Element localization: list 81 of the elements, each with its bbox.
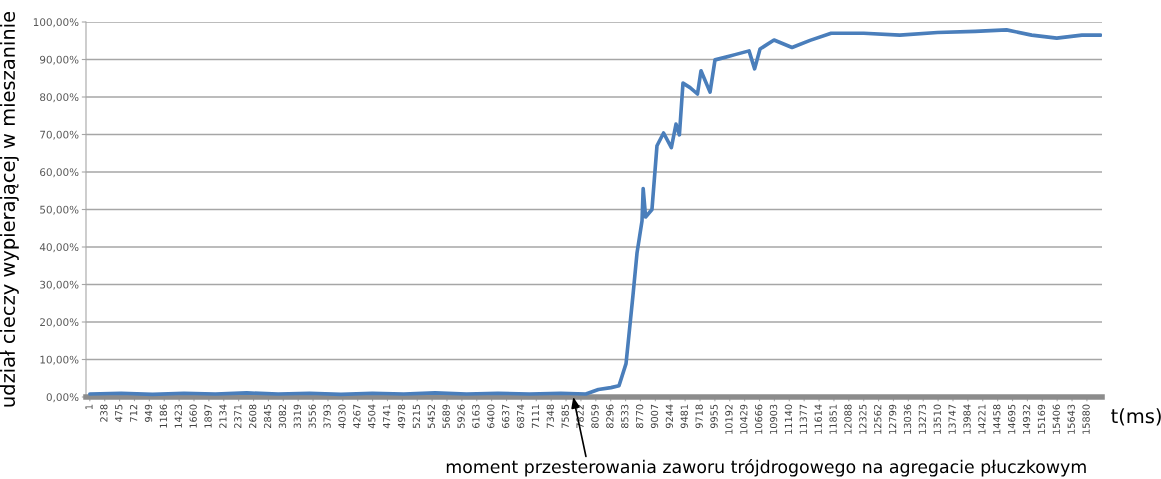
x-tick-label: 5452 (427, 404, 435, 428)
x-tick-label: 1897 (204, 404, 212, 428)
x-tick-label: 9481 (680, 404, 688, 429)
x-tick-label: 4504 (368, 404, 376, 429)
x-tick-label: 9718 (695, 404, 703, 429)
x-tick-label: 6874 (516, 404, 525, 429)
x-tick-label: 6400 (487, 404, 495, 429)
y-tick-label: 80,00% (40, 93, 79, 103)
x-tick-label: 238 (100, 404, 108, 422)
x-tick-label: 4978 (397, 404, 406, 429)
y-tick-label: 0,00% (46, 393, 79, 403)
y-axis-title: udział cieczy wypierającej w mieszaninie (0, 11, 19, 407)
y-tick-label: 60,00% (40, 168, 79, 178)
x-tick-label: 10429 (740, 404, 748, 434)
x-tick-label: 5215 (412, 404, 421, 428)
annotation: moment przesterowania zaworu trójdrogowego na agregacie płuczkowym (446, 459, 1086, 477)
x-tick-label: 5926 (457, 404, 465, 428)
x-tick-label: 1186 (159, 404, 168, 428)
y-tick-label: 90,00% (39, 55, 79, 65)
x-tick-label: 14932 (1022, 404, 1031, 434)
x-tick-label: 12088 (844, 404, 852, 434)
x-tick-label: 10903 (769, 404, 778, 434)
x-tick-label: 2845 (263, 404, 272, 428)
x-tick-label: 2608 (249, 404, 257, 428)
x-tick-label: 712 (129, 404, 138, 422)
x-tick-label: 2371 (234, 404, 242, 428)
x-tick-label: 11377 (799, 404, 807, 434)
x-tick-label: 3319 (293, 404, 301, 428)
x-tick-label: 475 (115, 404, 123, 423)
x-tick-label: 4267 (353, 404, 361, 429)
x-tick-label: 13747 (948, 404, 956, 434)
x-tick-label: 11140 (784, 404, 793, 434)
x-tick-label: 13984 (963, 404, 971, 434)
y-tick-label: 30,00% (40, 280, 79, 290)
x-tick-label: 11851 (829, 404, 837, 434)
x-tick-label: 14458 (993, 404, 1001, 434)
x-tick-label: 3793 (323, 404, 331, 428)
x-tick-label: 15406 (1052, 404, 1060, 434)
x-tick-label: 15880 (1082, 404, 1090, 434)
x-tick-label: 9955 (710, 404, 718, 429)
x-tick-label: 10192 (725, 404, 733, 434)
x-tick-label: 8770 (635, 404, 644, 429)
x-tick-label: 15643 (1067, 404, 1075, 434)
x-tick-label: 1660 (189, 404, 197, 428)
x-tick-label: 3082 (278, 404, 287, 428)
x-tick-label: 10666 (754, 404, 763, 434)
x-tick-label: 8059 (591, 404, 599, 429)
y-tick-label: 40,00% (39, 243, 79, 253)
x-tick-label: 13510 (933, 404, 941, 434)
y-tick-label: 70,00% (40, 130, 79, 140)
x-tick-label: 5689 (442, 404, 450, 428)
x-tick-label: 8533 (621, 404, 629, 429)
x-tick-label: 9007 (650, 404, 659, 429)
x-tick-label: 12325 (859, 404, 867, 434)
x-tick-label: 949 (144, 404, 153, 422)
x-tick-label: 3556 (308, 404, 316, 428)
x-tick-label: 14695 (1007, 404, 1016, 434)
x-tick-label: 8296 (606, 404, 614, 429)
y-tick-label: 20,00% (40, 318, 79, 328)
y-tick-label: 50,00% (40, 205, 79, 215)
x-tick-label: 6163 (472, 404, 480, 429)
x-tick-label: 13036 (903, 404, 912, 434)
x-tick-label: 2134 (219, 404, 227, 428)
x-axis-title: t(ms) (1111, 408, 1161, 426)
x-tick-label: 6637 (502, 404, 510, 429)
x-tick-label: 15169 (1037, 404, 1046, 434)
x-tick-label: 7111 (531, 404, 539, 428)
x-tick-label: 4030 (338, 404, 346, 429)
x-tick-label: 9244 (665, 404, 674, 429)
x-tick-label: 11614 (814, 404, 822, 434)
y-tick-label: 100,00% (33, 18, 79, 28)
x-tick-label: 1423 (174, 404, 182, 428)
x-tick-label: 7348 (546, 404, 554, 428)
y-tick-label: 10,00% (40, 355, 79, 365)
x-tick-label: 13273 (918, 404, 927, 434)
x-tick-label: 1 (85, 404, 93, 410)
x-tick-label: 7585 (561, 404, 569, 428)
x-tick-label: 14221 (978, 404, 986, 434)
x-tick-label: 12562 (874, 404, 882, 434)
x-tick-label: 12799 (888, 404, 897, 434)
x-tick-label: 4741 (383, 404, 391, 429)
